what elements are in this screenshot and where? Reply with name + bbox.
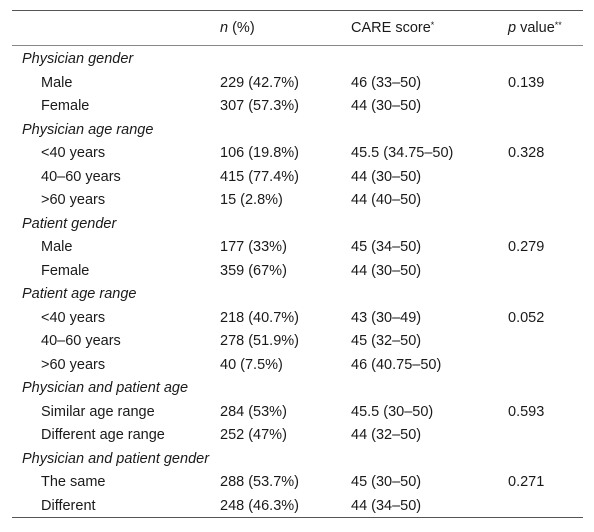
table-row: <40 years 218 (40.7%) 43 (30–49) 0.052 (12, 306, 583, 330)
header-p-value: p value** (508, 20, 562, 36)
group-title: Patient gender (22, 215, 117, 232)
header-p-footnote-mark: ** (554, 20, 562, 30)
group-header-row: Patient age range (12, 282, 583, 306)
row-care-score: 45 (30–50) (351, 474, 422, 490)
row-care-score: 46 (40.75–50) (351, 356, 442, 373)
row-n-percent: 177 (33%) (220, 239, 287, 255)
row-label: Male (41, 74, 73, 91)
row-n-percent: 252 (47%) (220, 427, 287, 443)
table-row: The same 288 (53.7%) 45 (30–50) 0.271 (12, 470, 583, 494)
row-label: Different age range (41, 427, 165, 443)
header-care-label: CARE score (351, 20, 431, 36)
row-n-percent: 284 (53%) (220, 403, 287, 420)
row-care-score: 43 (30–49) (351, 309, 422, 326)
row-care-score: 45.5 (30–50) (351, 403, 434, 420)
row-care-score: 45.5 (34.75–50) (351, 145, 454, 161)
row-care-score: 44 (32–50) (351, 427, 422, 443)
row-n-percent: 359 (67%) (220, 262, 287, 279)
header-p-suffix: value (516, 20, 555, 36)
table-row: Male 177 (33%) 45 (34–50) 0.279 (12, 235, 583, 259)
row-label: Male (41, 239, 73, 255)
row-care-score: 44 (30–50) (351, 262, 422, 279)
table-row: >60 years 15 (2.8%) 44 (40–50) (12, 188, 583, 212)
header-n-symbol: n (220, 20, 229, 36)
row-n-percent: 415 (77.4%) (220, 168, 299, 185)
row-n-percent: 15 (2.8%) (220, 192, 283, 208)
row-n-percent: 106 (19.8%) (220, 145, 299, 161)
group-header-row: Physician gender (12, 47, 583, 71)
row-p-value: 0.271 (508, 474, 545, 490)
header-care-score: CARE score* (351, 20, 434, 36)
group-header-row: Physician and patient age (12, 376, 583, 400)
table-row: <40 years 106 (19.8%) 45.5 (34.75–50) 0.328 (12, 141, 583, 165)
row-care-score: 44 (40–50) (351, 192, 422, 208)
row-label: <40 years (41, 309, 106, 326)
row-p-value: 0.139 (508, 74, 545, 91)
group-title: Physician age range (22, 121, 154, 138)
table-row: Similar age range 284 (53%) 45.5 (30–50) 0.… (12, 400, 583, 424)
group-title: Physician and patient age (22, 380, 189, 396)
row-label: Different (41, 497, 96, 514)
group-title: Patient age range (22, 286, 137, 302)
header-n-percent: n (%) (220, 20, 255, 36)
header-n-suffix: (%) (228, 20, 255, 36)
row-care-score: 44 (34–50) (351, 497, 422, 514)
header-care-footnote-mark: * (430, 20, 435, 30)
table-body: Physician gender Male 229 (42.7%) 46 (33–50… (12, 47, 583, 517)
row-n-percent: 278 (51.9%) (220, 333, 299, 349)
row-care-score: 44 (30–50) (351, 168, 422, 185)
row-label: 40–60 years (41, 168, 121, 185)
table-header-rule (12, 45, 583, 46)
row-label: >60 years (41, 356, 106, 373)
row-care-score: 46 (33–50) (351, 74, 422, 91)
group-title: Physician gender (22, 51, 134, 67)
table-row: Different age range 252 (47%) 44 (32–50) (12, 423, 583, 447)
table-row: Female 359 (67%) 44 (30–50) (12, 259, 583, 283)
row-p-value: 0.328 (508, 145, 545, 161)
row-n-percent: 288 (53.7%) (220, 474, 299, 490)
row-label: The same (41, 474, 106, 490)
group-header-row: Physician and patient gender (12, 447, 583, 471)
table-row: Male 229 (42.7%) 46 (33–50) 0.139 (12, 71, 583, 95)
row-care-score: 44 (30–50) (351, 98, 422, 114)
row-n-percent: 40 (7.5%) (220, 356, 283, 373)
group-title: Physician and patient gender (22, 450, 210, 467)
row-label: Female (41, 262, 90, 279)
table-top-rule (12, 10, 583, 11)
row-p-value: 0.279 (508, 239, 545, 255)
row-label: Female (41, 98, 90, 114)
table-row: >60 years 40 (7.5%) 46 (40.75–50) (12, 353, 583, 377)
table-row: Different 248 (46.3%) 44 (34–50) (12, 494, 583, 518)
header-p-symbol: p (508, 20, 517, 36)
results-table: n (%) CARE score* p value** Physician ge… (12, 10, 583, 518)
row-p-value: 0.593 (508, 403, 545, 420)
table-row: Female 307 (57.3%) 44 (30–50) (12, 94, 583, 118)
group-header-row: Patient gender (12, 212, 583, 236)
row-care-score: 45 (34–50) (351, 239, 422, 255)
row-label: >60 years (41, 192, 106, 208)
row-label: 40–60 years (41, 333, 121, 349)
table-row: 40–60 years 415 (77.4%) 44 (30–50) (12, 165, 583, 189)
table-row: 40–60 years 278 (51.9%) 45 (32–50) (12, 329, 583, 353)
table-bottom-rule (12, 517, 583, 518)
row-care-score: 45 (32–50) (351, 333, 422, 349)
group-header-row: Physician age range (12, 118, 583, 142)
row-n-percent: 248 (46.3%) (220, 497, 299, 514)
row-n-percent: 307 (57.3%) (220, 98, 299, 114)
row-p-value: 0.052 (508, 309, 545, 326)
row-label: <40 years (41, 145, 106, 161)
row-n-percent: 229 (42.7%) (220, 74, 299, 91)
row-n-percent: 218 (40.7%) (220, 309, 299, 326)
row-label: Similar age range (41, 403, 155, 420)
table-header-row: n (%) CARE score* p value** (12, 11, 583, 45)
